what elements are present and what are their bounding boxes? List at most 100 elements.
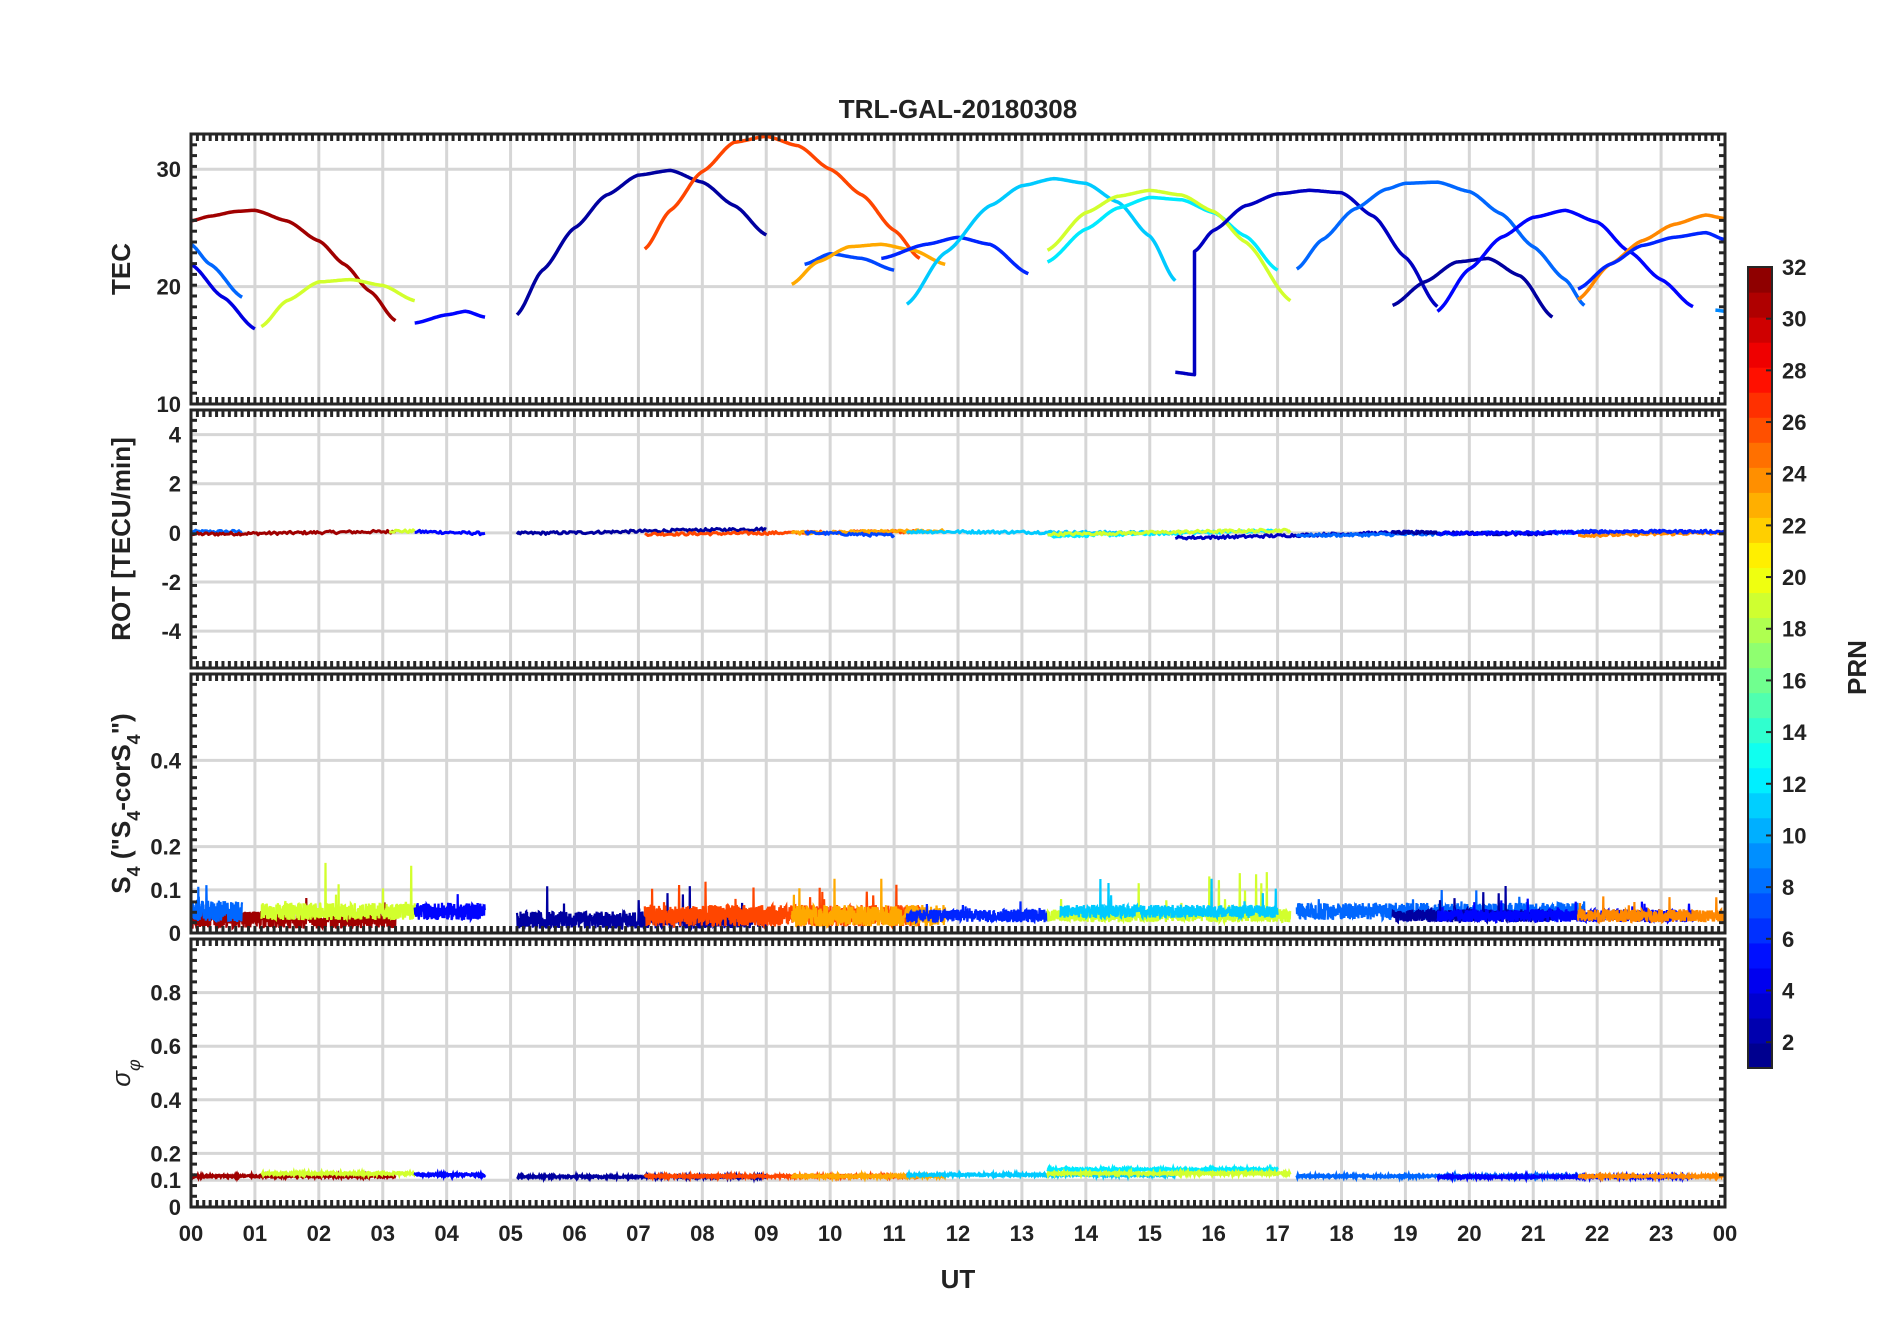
x-tick-label: 12 [946,1221,970,1246]
series-prn-19 [389,528,416,534]
colorbar-tick-label: 28 [1782,358,1806,383]
series-prn-8 [1295,180,1586,307]
y-tick-label: 4 [169,423,182,448]
x-tick-label: 04 [434,1221,459,1246]
colorbar-swatch [1748,467,1772,493]
x-tick-labels: 00 01 02 03 04 05 06 07 08 09 10 11 12 13 14 15 16 17 18 19… [179,1221,1737,1246]
colorbar-swatch [1748,992,1772,1019]
series-prn-3 [1175,188,1439,377]
x-tick-label: 21 [1521,1221,1545,1246]
x-tick-label: 17 [1265,1221,1289,1246]
x-tick-label: 14 [1074,1221,1099,1246]
y-tick-label: 0 [169,521,181,546]
series-prn-5 [1436,1169,1695,1184]
series-prn-5 [413,1168,487,1182]
x-tick-label: 19 [1393,1221,1417,1246]
colorbar-swatch [1748,542,1772,568]
panel-tec: 10 20 30 TEC [106,132,1727,417]
series-prn-2 [515,168,768,317]
colorbar-tick-label: 24 [1782,462,1807,487]
series-prn-11 [905,529,1176,536]
colorbar-swatch [1748,417,1772,443]
colorbar-swatch [1748,1042,1772,1069]
series-prn-5 [413,894,487,924]
x-tick-label: 11 [882,1221,905,1246]
y-tick-label: 0.1 [150,1168,181,1193]
colorbar-swatch [1748,692,1772,719]
x-tick-label: 23 [1649,1221,1673,1246]
series-group [191,862,1725,933]
colorbar-swatch [1748,392,1772,418]
colorbar-swatch [1748,442,1772,468]
colorbar-label: PRN [1842,640,1872,695]
x-tick-label: 22 [1585,1221,1609,1246]
series-prn-19 [260,862,416,923]
x-axis-title: UT [941,1264,976,1294]
series-prn-26 [643,134,921,260]
x-tick-label: 03 [371,1221,395,1246]
y-tick-label: -4 [161,619,181,644]
series-prn-12 [1046,1163,1279,1177]
colorbar-tick-label: 22 [1782,513,1806,538]
series-prn-24 [1576,896,1725,925]
panel-sigma: 00.10.2 0.4 0.6 0.8 σφ [106,937,1727,1220]
y-axis-title: ROT [TECU/min] [106,437,136,641]
colorbar-tick-label: 16 [1782,668,1806,693]
colorbar-tick-label: 10 [1782,823,1806,848]
colorbar-swatch [1748,742,1772,769]
colorbar-tick-label: 12 [1782,772,1806,797]
colorbar-tick-label: 2 [1782,1030,1794,1055]
y-tick-label: -2 [161,570,181,595]
x-tick-label: 01 [243,1221,267,1246]
series-prn-19 [1047,527,1292,537]
colorbar-swatch [1748,867,1772,894]
panel-rot: -4 -2 0 2 4 ROT [TECU/min] [106,408,1727,670]
colorbar-swatch [1748,517,1772,543]
colorbar-swatch [1748,292,1772,318]
y-tick-label: 0.2 [150,835,181,860]
y-axis-title: σφ [106,1059,144,1087]
x-tick-label: 00 [1713,1221,1737,1246]
colorbar-tick-label: 18 [1782,617,1806,642]
x-tick-label: 08 [690,1221,714,1246]
colorbar-swatch [1748,592,1772,619]
minor-ticks [189,132,1727,406]
colorbar-swatch [1748,792,1772,819]
y-tick-label: 0.6 [150,1034,181,1059]
colorbar-tick-label: 30 [1782,307,1806,332]
y-tick-label: 0 [169,1195,181,1220]
series-prn-12 [1046,195,1279,272]
series-prn-19 [1046,1166,1292,1180]
series-prn-4 [191,262,256,331]
series-prn-23 [791,242,946,286]
x-tick-label: 05 [498,1221,522,1246]
minor-ticks [189,672,1727,935]
colorbar-swatch [1748,367,1772,393]
chart-title: TRL-GAL-20180308 [839,94,1077,124]
y-tick-label: 0.4 [150,1088,181,1113]
series-prn-19 [1046,188,1292,303]
colorbar-swatch [1748,642,1772,669]
colorbar-swatch [1748,492,1772,518]
series-prn-2 [515,526,767,536]
colorbar-swatch [1748,892,1772,919]
panel-s4: 0 0.1 0.2 0.4S4 ("S4-corS4") [106,672,1727,946]
series-prn-6 [1577,230,1725,291]
series-prn-6 [1576,528,1725,535]
colorbar-tick-label: 32 [1782,255,1806,280]
series-prn-24 [1577,1170,1725,1183]
x-tick-label: 00 [179,1221,203,1246]
series-prn-7 [804,530,896,539]
colorbar-tick-label: 20 [1782,565,1806,590]
y-tick-label: 0 [169,921,181,946]
colorbar-swatch [1748,342,1772,368]
y-tick-label: 30 [157,157,181,182]
series-prn-31 [191,528,396,537]
series-prn-6 [905,901,1049,925]
series-prn-2 [1391,256,1554,319]
colorbar-swatch [1748,317,1772,343]
x-tick-label: 20 [1457,1221,1481,1246]
